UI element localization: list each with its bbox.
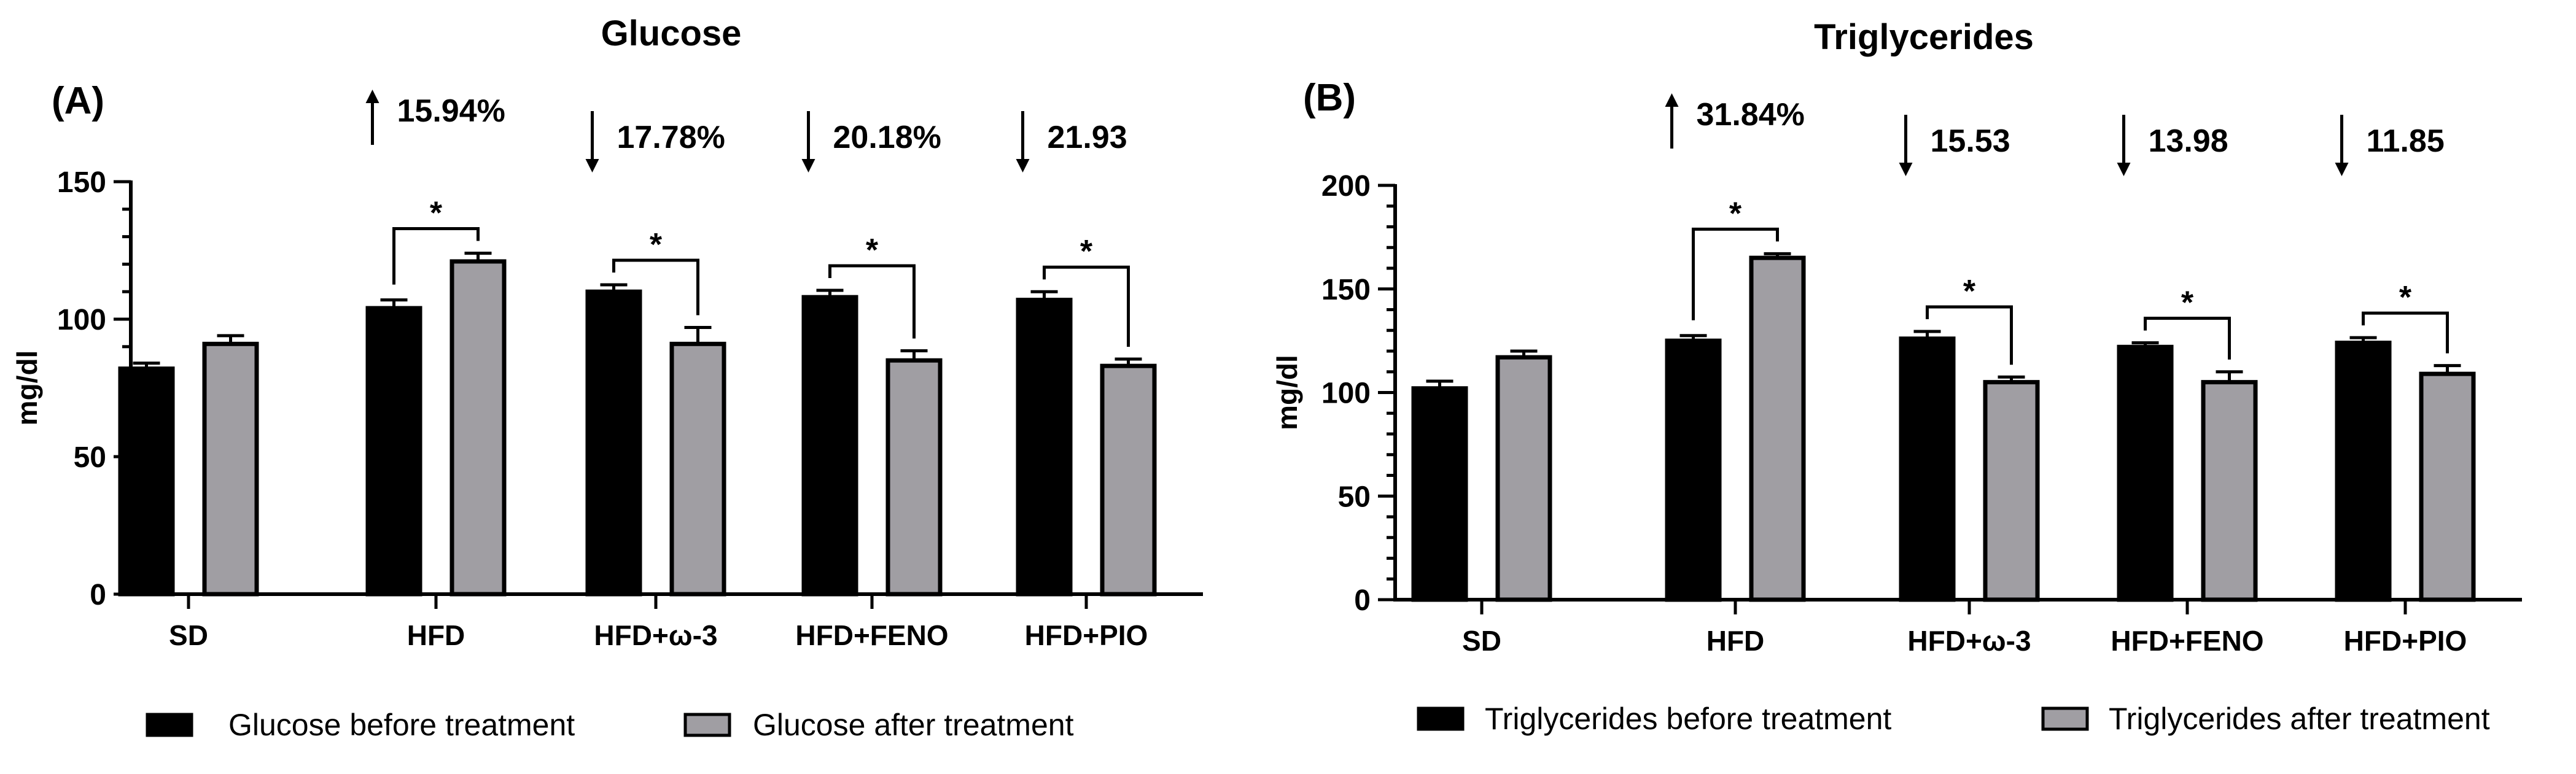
- bar-before-3: [2117, 344, 2174, 602]
- significance-star: *: [1963, 274, 1976, 309]
- arrow-down-icon: [585, 111, 599, 172]
- bar-after-4: [1100, 363, 1157, 597]
- bar-after-0: [1495, 355, 1552, 602]
- arrow-down-icon: [2335, 115, 2349, 176]
- percent-change: 20.18%: [833, 120, 941, 155]
- arrow-up-icon: [365, 90, 379, 145]
- y-tick-label: 0: [90, 579, 106, 611]
- arrow-up-icon: [1665, 93, 1679, 149]
- x-tick-label: HFD+FENO: [795, 619, 948, 651]
- arrow-head: [365, 90, 379, 103]
- bar-before-2: [585, 289, 642, 597]
- y-tick-label: 200: [1321, 170, 1371, 203]
- x-tick-label: HFD+PIO: [2344, 625, 2467, 657]
- percent-change: 13.98: [2149, 123, 2228, 159]
- chart-title: Triglycerides: [1814, 17, 2034, 57]
- legend-swatch-after: [683, 713, 731, 737]
- chart-title: Glucose: [601, 14, 742, 53]
- significance-bracket: [1692, 227, 1779, 320]
- bar-after-3: [2201, 380, 2258, 602]
- panel-label: (A): [52, 80, 104, 122]
- y-tick-label: 0: [1354, 584, 1371, 617]
- percent-change: 17.78%: [617, 120, 725, 155]
- panel-label: (B): [1303, 77, 1356, 119]
- significance-star: *: [2181, 285, 2194, 321]
- bar-before-2: [1899, 336, 1956, 602]
- bar-after-2: [669, 341, 726, 597]
- arrow-head: [1665, 93, 1679, 107]
- arrow-head: [2335, 163, 2349, 176]
- bar-before-4: [1016, 298, 1073, 597]
- bar-before-1: [1665, 338, 1722, 602]
- bar-before-0: [1411, 386, 1468, 602]
- x-tick-label: HFD: [1706, 625, 1765, 657]
- arrow-head: [1016, 159, 1030, 172]
- x-tick-label: HFD+FENO: [2111, 625, 2263, 657]
- significance-star: *: [650, 227, 663, 263]
- y-axis-label: mg/dl: [1271, 355, 1303, 430]
- legend-label-before: Triglycerides before treatment: [1485, 702, 1891, 736]
- percent-change: 21.93: [1048, 120, 1127, 155]
- bar-after-0: [202, 341, 259, 597]
- bar-before-1: [365, 306, 422, 597]
- legend-swatch-before: [146, 713, 193, 737]
- arrow-head: [801, 159, 815, 172]
- y-tick-label: 50: [1338, 481, 1371, 513]
- arrow-head: [1899, 163, 1913, 176]
- significance-star: *: [1729, 196, 1742, 231]
- legend-swatch-after: [2041, 706, 2089, 731]
- legend-swatch-before: [1417, 706, 1465, 731]
- arrow-down-icon: [2117, 115, 2131, 176]
- bar-after-1: [449, 259, 507, 597]
- bar-after-3: [885, 358, 943, 597]
- y-axis-label: mg/dl: [11, 350, 43, 426]
- x-tick-label: HFD+ω-3: [1907, 625, 2031, 657]
- significance-bracket: [828, 264, 916, 339]
- percent-change: 15.53: [1931, 123, 2010, 159]
- significance-bracket: [2144, 317, 2231, 360]
- legend-label-after: Glucose after treatment: [753, 708, 1074, 742]
- x-tick-label: HFD: [407, 619, 465, 651]
- arrow-head: [585, 159, 599, 172]
- bar-after-4: [2419, 371, 2476, 602]
- y-tick-label: 100: [1321, 377, 1371, 410]
- significance-star: *: [866, 233, 879, 268]
- x-tick-label: HFD+PIO: [1025, 619, 1148, 651]
- y-tick-label: 50: [74, 441, 106, 474]
- significance-bracket: [2362, 311, 2449, 354]
- percent-change: 31.84%: [1697, 97, 1805, 133]
- legend-label-after: Triglycerides after treatment: [2109, 702, 2490, 736]
- bar-before-4: [2335, 341, 2392, 602]
- y-tick-label: 150: [1321, 274, 1371, 306]
- y-tick-label: 100: [57, 304, 106, 336]
- significance-bracket: [612, 258, 699, 315]
- significance-bracket: [1043, 265, 1130, 347]
- percent-change: 11.85: [2367, 123, 2445, 159]
- significance-star: *: [1080, 234, 1093, 269]
- arrow-down-icon: [1016, 111, 1030, 172]
- y-tick-label: 150: [57, 166, 106, 199]
- arrow-head: [2117, 163, 2131, 176]
- x-tick-label: HFD+ω-3: [594, 619, 717, 651]
- x-tick-label: SD: [169, 619, 208, 651]
- significance-bracket: [392, 226, 480, 285]
- arrow-down-icon: [801, 111, 815, 172]
- legend-label-before: Glucose before treatment: [228, 708, 575, 742]
- significance-star: *: [2399, 280, 2412, 315]
- significance-star: *: [430, 195, 443, 231]
- bar-after-2: [1983, 380, 2040, 602]
- x-tick-label: SD: [1462, 625, 1501, 657]
- bar-after-1: [1749, 255, 1806, 602]
- arrow-down-icon: [1899, 115, 1913, 176]
- significance-bracket: [1926, 305, 2013, 365]
- bar-before-3: [801, 295, 858, 597]
- percent-change: 15.94%: [397, 93, 505, 129]
